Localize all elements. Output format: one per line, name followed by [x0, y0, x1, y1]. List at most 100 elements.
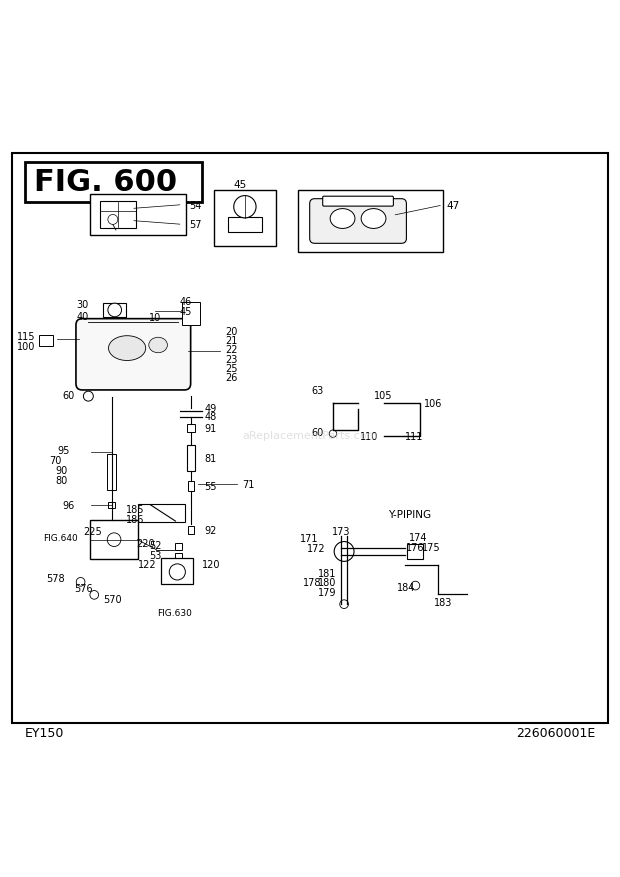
Text: 53: 53 — [149, 550, 161, 560]
Circle shape — [108, 303, 122, 317]
Text: 179: 179 — [318, 587, 337, 597]
Text: 111: 111 — [405, 431, 423, 442]
Text: 21: 21 — [224, 336, 237, 346]
Text: 225: 225 — [83, 526, 102, 537]
Circle shape — [107, 533, 121, 547]
Ellipse shape — [330, 210, 355, 229]
Text: 20: 20 — [224, 326, 237, 337]
Text: 70: 70 — [50, 455, 62, 465]
Bar — [187, 424, 195, 432]
Bar — [108, 502, 115, 509]
Text: 48: 48 — [205, 411, 217, 421]
Text: 174: 174 — [409, 532, 428, 543]
Bar — [90, 521, 138, 560]
Text: 570: 570 — [104, 595, 122, 604]
Text: 60: 60 — [312, 428, 324, 438]
Text: 105: 105 — [374, 390, 392, 400]
Text: 186: 186 — [126, 515, 144, 524]
Bar — [161, 558, 193, 584]
Text: 63: 63 — [312, 386, 324, 396]
Text: 110: 110 — [360, 431, 378, 442]
Text: 180: 180 — [318, 578, 337, 588]
Ellipse shape — [361, 210, 386, 229]
Bar — [25, 163, 202, 203]
Ellipse shape — [149, 338, 167, 353]
Text: 115: 115 — [17, 332, 35, 341]
Text: 25: 25 — [224, 364, 237, 374]
Bar — [100, 202, 136, 229]
FancyBboxPatch shape — [76, 319, 191, 390]
FancyBboxPatch shape — [322, 197, 393, 207]
Text: 60: 60 — [62, 390, 74, 401]
Text: 181: 181 — [318, 568, 337, 579]
Bar — [298, 191, 443, 253]
Text: 40: 40 — [76, 311, 89, 321]
Text: 178: 178 — [303, 578, 321, 588]
Text: 578: 578 — [46, 574, 64, 583]
Text: Y-PIPING: Y-PIPING — [388, 509, 432, 519]
Text: 55: 55 — [205, 481, 217, 491]
Circle shape — [411, 581, 420, 590]
Circle shape — [90, 591, 99, 600]
Text: 96: 96 — [62, 501, 74, 510]
Circle shape — [329, 431, 337, 438]
Text: 46: 46 — [180, 297, 192, 307]
Bar — [90, 195, 186, 235]
Text: 175: 175 — [422, 543, 440, 553]
Circle shape — [108, 215, 118, 225]
Text: aReplacementParts.com: aReplacementParts.com — [242, 431, 378, 440]
Circle shape — [169, 564, 185, 581]
Bar — [187, 526, 194, 534]
Text: 122: 122 — [138, 560, 156, 570]
Text: 576: 576 — [74, 583, 93, 594]
Text: 57: 57 — [189, 220, 202, 230]
Text: 91: 91 — [205, 424, 217, 433]
Text: 95: 95 — [57, 446, 69, 455]
Text: 26: 26 — [224, 373, 237, 382]
Text: 49: 49 — [205, 403, 217, 414]
Text: 100: 100 — [17, 341, 35, 351]
Circle shape — [340, 600, 348, 609]
Bar — [40, 336, 53, 346]
Text: 173: 173 — [332, 526, 351, 537]
Text: 220: 220 — [136, 538, 155, 549]
Text: EY150: EY150 — [25, 726, 64, 739]
Text: 10: 10 — [149, 313, 161, 323]
Bar — [175, 553, 182, 560]
Text: 171: 171 — [299, 534, 318, 544]
Text: 81: 81 — [205, 453, 217, 463]
Text: 176: 176 — [406, 543, 425, 553]
Text: 47: 47 — [446, 201, 459, 211]
Circle shape — [234, 196, 256, 218]
Text: 172: 172 — [307, 544, 326, 553]
Text: 184: 184 — [397, 582, 415, 592]
Text: 45: 45 — [180, 307, 192, 317]
Circle shape — [76, 578, 85, 587]
Text: 120: 120 — [202, 560, 221, 570]
Bar — [182, 303, 200, 326]
Text: 71: 71 — [242, 480, 254, 489]
FancyBboxPatch shape — [309, 199, 406, 244]
Text: FIG.630: FIG.630 — [157, 609, 192, 617]
Circle shape — [334, 542, 354, 562]
Text: FIG.640: FIG.640 — [43, 533, 78, 542]
Circle shape — [84, 392, 93, 402]
Bar — [138, 504, 185, 523]
Bar — [187, 446, 195, 471]
Text: FIG. 600: FIG. 600 — [34, 168, 177, 197]
Text: 45: 45 — [233, 180, 247, 189]
Bar — [103, 303, 126, 318]
Text: 92: 92 — [205, 525, 217, 535]
Bar — [214, 191, 276, 246]
Text: 226060001E: 226060001E — [516, 726, 595, 739]
Bar — [175, 544, 182, 550]
Bar — [228, 217, 262, 232]
Text: 90: 90 — [56, 465, 68, 475]
Bar — [407, 545, 423, 560]
Text: 22: 22 — [224, 345, 237, 355]
Ellipse shape — [108, 336, 146, 361]
Text: 30: 30 — [76, 300, 89, 310]
Text: 185: 185 — [126, 504, 144, 514]
Text: 106: 106 — [423, 398, 442, 408]
Text: 183: 183 — [434, 597, 453, 608]
